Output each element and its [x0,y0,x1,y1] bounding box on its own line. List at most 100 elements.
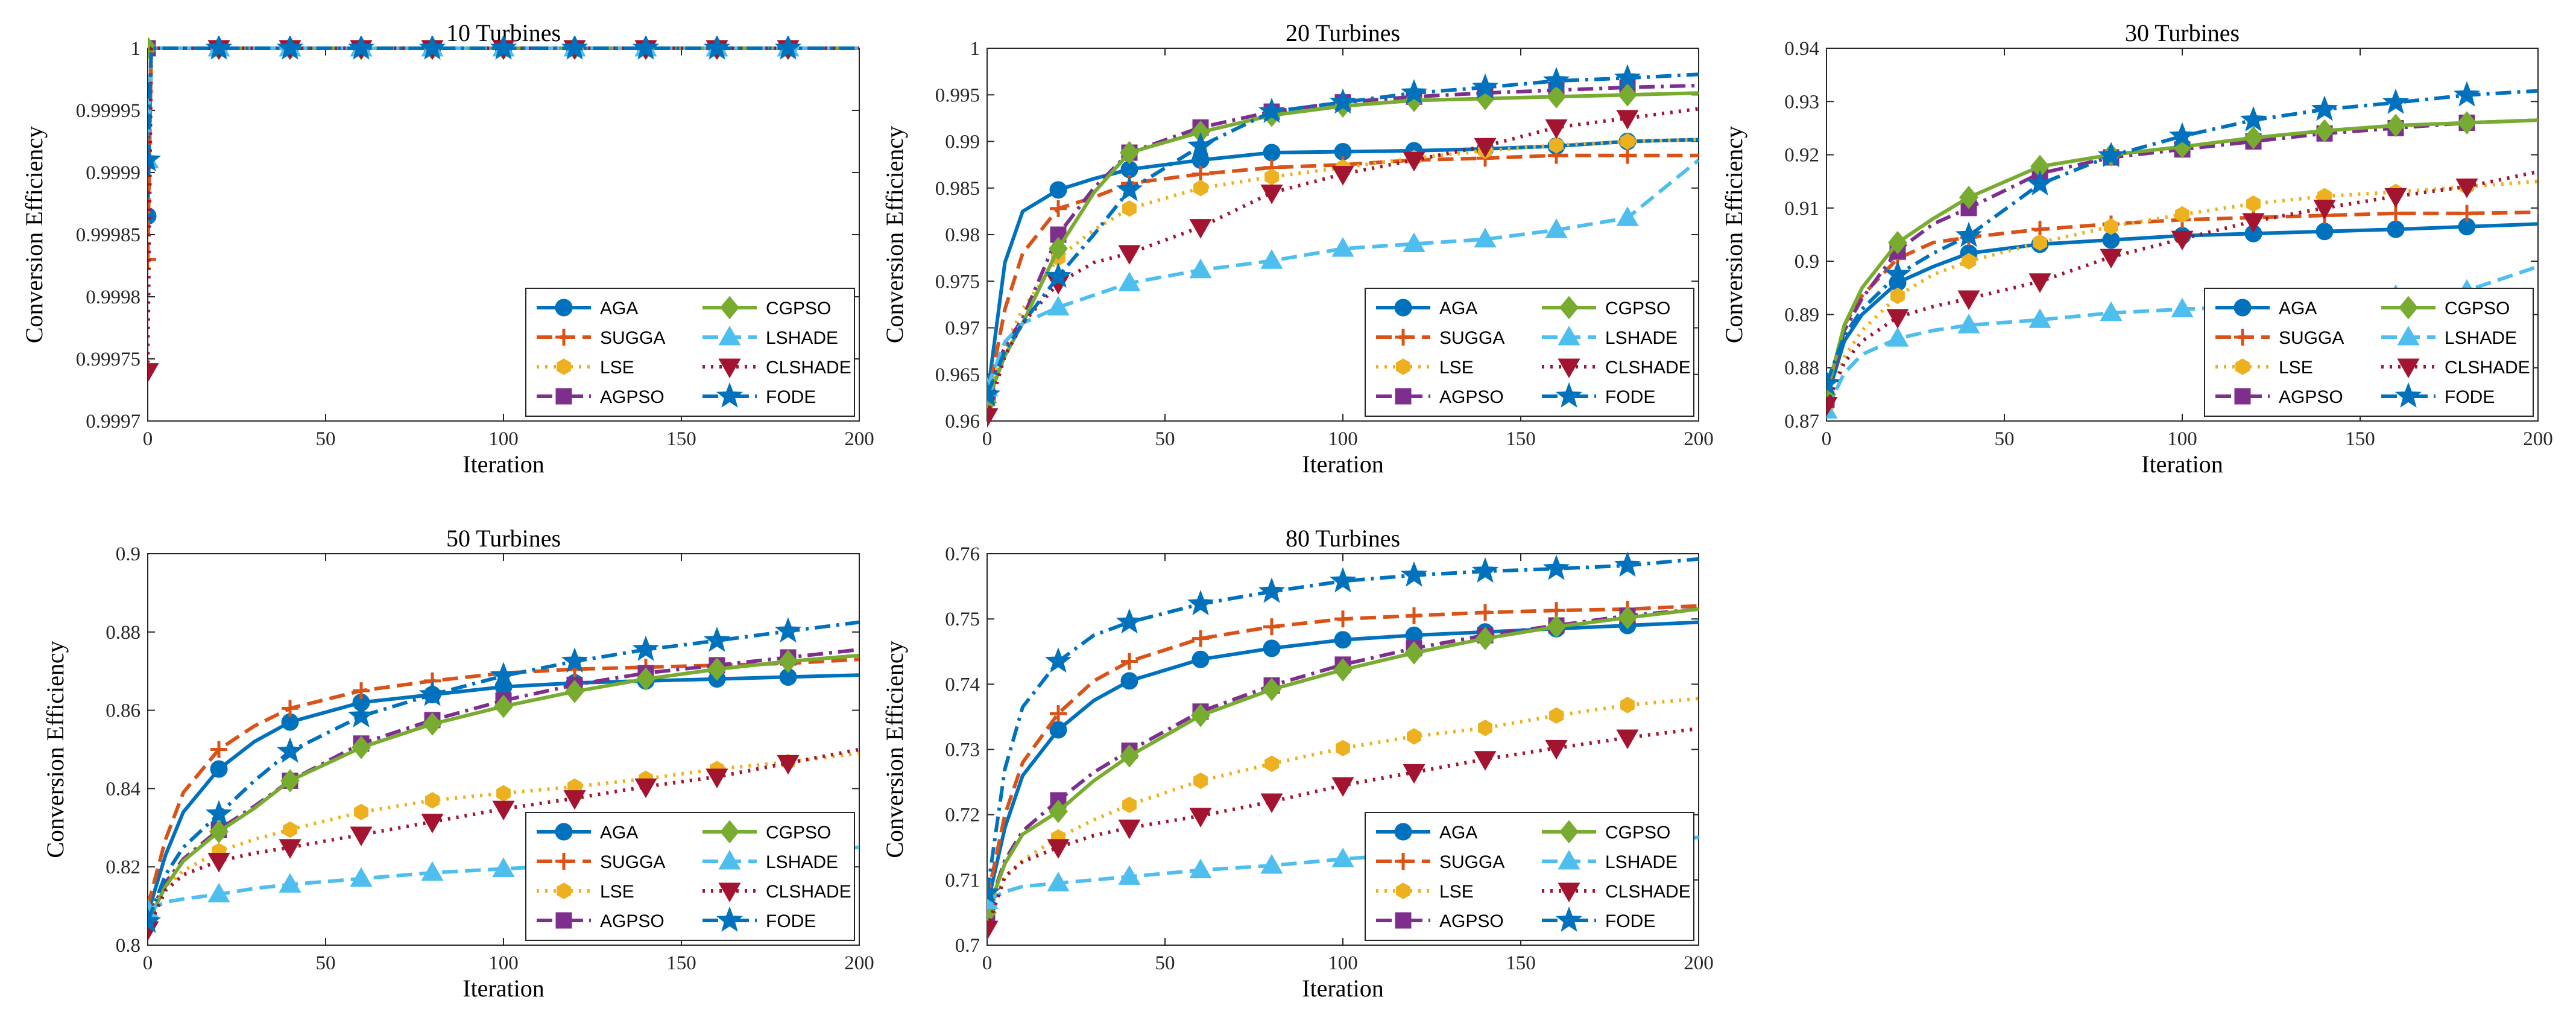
data-point [1888,230,1907,255]
data-point [2097,142,2125,168]
data-point [2240,106,2267,132]
panel-title: 30 Turbines [2125,19,2240,46]
data-point [1616,110,1639,130]
series-lshade [987,159,1699,397]
legend-entry-sugga: SUGGA [1376,328,1504,348]
legend-entry-lshade: LSHADE [702,849,838,872]
data-point [1333,658,1353,682]
legend-entry-aga: AGA [537,299,638,318]
legend-entry-fode: FODE [702,906,816,932]
x-tick-label: 50 [316,428,336,450]
legend-entry-agpso: AGPSO [537,911,665,931]
legend-label: AGPSO [600,387,665,407]
data-point [1258,97,1286,123]
legend-marker [1396,358,1410,375]
series-line [987,697,1699,920]
legend-entry-aga: AGA [1376,823,1477,843]
data-point [1962,253,1976,270]
y-tick-label: 0.99975 [76,349,140,370]
data-point [1618,83,1637,107]
data-point [1263,639,1281,657]
legend: AGA SUGGA LSE AGPSO CGPSO LSHADE CLSHADE FODE [525,812,855,941]
data-point [1192,630,1209,647]
x-axis-label: Iteration [462,451,545,478]
data-point [1474,138,1497,158]
panel-30-turbines: 0 50 100 150 200 0.87 0.88 0.89 0.9 0.91 0.92 0.93 0… [1720,19,2553,478]
data-point [1116,176,1143,201]
legend-label: AGA [2279,299,2317,318]
data-point [1329,88,1357,114]
legend-marker [1395,912,1412,929]
data-point [1957,314,1980,334]
legend-entry-fode: FODE [1542,906,1655,932]
data-point [1471,557,1499,583]
y-tick-label: 1 [131,38,141,60]
data-point [1120,672,1138,690]
legend-marker [555,853,572,870]
legend-label: LSE [600,358,634,378]
data-point [561,647,589,673]
y-tick-label: 0.72 [945,805,980,826]
legend-marker [1558,882,1580,903]
series-line [148,620,859,923]
legend-entry-cgpso: CGPSO [2381,296,2510,320]
data-point [1263,618,1280,636]
y-tick-label: 0.76 [945,543,980,565]
legend-entry-sugga: SUGGA [2215,328,2344,348]
panel-20-turbines: 0 50 100 150 200 0.96 0.965 0.97 0.975 0.98 0.985 0… [881,19,1714,478]
data-point [207,852,230,873]
series-line [987,726,1699,929]
legend-label: SUGGA [2279,328,2344,348]
legend-entry-agpso: AGPSO [537,387,665,407]
data-point [987,879,1001,905]
y-tick-label: 0.94 [1784,38,1819,60]
series-line [987,604,1699,900]
legend-label: CGPSO [766,299,831,318]
data-point [1187,131,1214,158]
y-axis-label: Conversion Efficiency [42,641,69,858]
data-point [1118,245,1141,265]
legend-entry-clshade: CLSHADE [1542,882,1691,903]
y-tick-label: 0.71 [945,870,980,891]
x-tick-label: 200 [1684,428,1714,450]
data-point [1260,854,1283,874]
data-point [703,626,731,652]
data-point [778,650,798,673]
data-point [1047,296,1070,316]
data-point [2458,204,2475,222]
y-tick-label: 0.99985 [76,224,140,246]
series-line [987,607,1699,913]
data-point [205,800,233,826]
data-point [774,617,802,643]
legend-label: SUGGA [1439,852,1504,872]
legend-marker [555,823,573,841]
data-point [421,814,444,834]
legend-label: AGPSO [600,911,665,931]
series-clshade [987,726,1699,940]
data-point [1193,180,1208,197]
x-tick-label: 0 [143,428,153,450]
legend-marker [716,382,743,408]
legend-marker [2397,325,2420,346]
legend-entry-fode: FODE [702,382,816,408]
data-point [1474,751,1497,771]
panel-50-turbines: 0 50 100 150 200 0.8 0.82 0.84 0.86 0.88 0.9 50 Tur… [42,525,874,1002]
data-point [1264,168,1279,185]
data-point [350,826,373,847]
data-point [1886,327,1909,347]
y-tick-label: 0.965 [935,364,980,386]
data-point [987,408,999,428]
data-point [1890,287,1905,305]
data-point [1476,627,1495,650]
data-point [1471,73,1499,99]
data-point [2028,273,2051,293]
data-point [1260,184,1283,204]
series-line [987,153,1699,403]
data-point [1407,728,1421,745]
data-point [1264,755,1279,773]
y-tick-label: 0.75 [945,609,980,630]
data-point [1400,561,1428,587]
legend-entry-cgpso: CGPSO [1542,296,1670,320]
x-tick-label: 150 [2345,428,2375,450]
